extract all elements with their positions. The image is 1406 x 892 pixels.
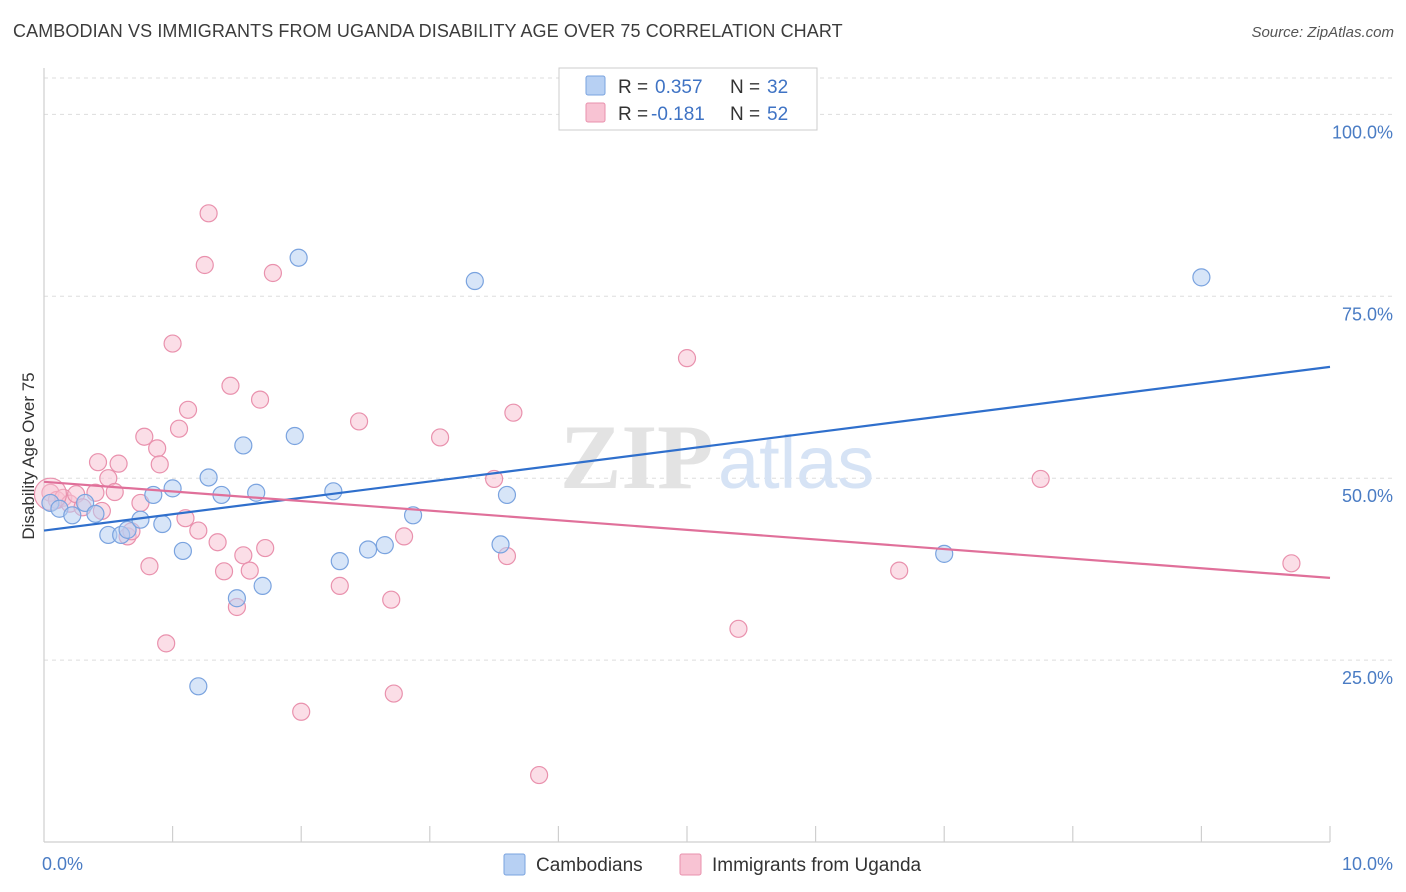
bottom-legend-swatch-pink	[679, 853, 702, 876]
y-axis-label: Disability Age Over 75	[19, 372, 38, 539]
cambodian-point	[118, 520, 137, 539]
cambodian-point	[289, 248, 308, 267]
uganda-point	[530, 765, 549, 785]
y-tick-label: 75.0%	[1342, 304, 1393, 324]
uganda-point	[1282, 554, 1301, 573]
uganda-point	[148, 439, 167, 458]
x-tick-label-min: 0.0%	[42, 854, 83, 874]
uganda-point	[1031, 469, 1050, 489]
y-tick-label: 100.0%	[1332, 122, 1393, 142]
cambodian-point	[403, 506, 423, 525]
uganda-point	[169, 419, 189, 438]
uganda-point	[890, 561, 909, 580]
legend-n-value-1: 32	[767, 77, 788, 98]
uganda-point	[234, 546, 253, 565]
cambodian-point	[497, 485, 517, 505]
cambodian-point	[234, 436, 253, 455]
legend-box: R = 0.357 N = 32 R = -0.181 N = 52	[558, 67, 818, 131]
cambodian-point	[199, 468, 218, 487]
legend-r-label-1: R =	[618, 77, 648, 98]
uganda-point	[157, 634, 176, 653]
cambodian-point	[285, 426, 304, 446]
x-tick-label-max: 10.0%	[1342, 854, 1393, 874]
legend-r-value-1: 0.357	[655, 77, 703, 98]
bottom-legend-swatch-blue	[503, 853, 526, 876]
uganda-point	[349, 412, 369, 431]
y-tick-label: 50.0%	[1342, 486, 1393, 506]
uganda-point	[394, 527, 414, 546]
uganda-point	[150, 455, 169, 474]
uganda-point	[214, 562, 234, 581]
uganda-point	[109, 454, 128, 473]
trend-line-uganda	[43, 480, 1331, 579]
uganda-point	[88, 453, 108, 472]
cambodian-point	[375, 536, 394, 555]
watermark-atlas: atlas	[718, 421, 874, 504]
cambodian-point	[189, 677, 208, 696]
uganda-point	[330, 576, 349, 595]
cambodian-point	[63, 506, 82, 525]
bottom-legend-label-uganda: Immigrants from Uganda	[712, 855, 922, 876]
cambodian-point	[253, 576, 272, 595]
cambodian-point	[1192, 268, 1211, 287]
legend-r-label-2: R =	[618, 104, 648, 125]
bottom-legend: Cambodians Immigrants from Uganda	[503, 853, 922, 876]
uganda-point	[178, 400, 198, 419]
cambodian-point	[324, 482, 343, 501]
uganda-point	[430, 428, 450, 447]
uganda-point	[729, 619, 748, 638]
trend-line-cambodians	[43, 365, 1331, 532]
uganda-point	[240, 561, 259, 580]
legend-n-label-2: N =	[730, 104, 760, 125]
uganda-point	[221, 376, 240, 395]
watermark-zip: ZIP	[560, 406, 713, 508]
legend-n-label-1: N =	[730, 77, 760, 98]
axes	[43, 68, 1331, 843]
uganda-point	[140, 557, 159, 576]
uganda-point	[189, 521, 208, 540]
chart-title: CAMBODIAN VS IMMIGRANTS FROM UGANDA DISA…	[13, 21, 843, 41]
y-tick-labels: 25.0% 50.0% 75.0% 100.0%	[1332, 122, 1393, 688]
cambodian-point	[491, 535, 510, 554]
uganda-point	[199, 204, 218, 223]
uganda-point	[292, 702, 311, 721]
chart-source: Source: ZipAtlas.com	[1251, 24, 1394, 41]
cambodian-point	[153, 514, 172, 534]
legend-swatch-blue	[585, 75, 606, 96]
uganda-point	[677, 349, 697, 368]
cambodian-point	[163, 479, 182, 498]
uganda-point	[135, 427, 154, 446]
legend-n-value-2: 52	[767, 104, 788, 125]
cambodian-point	[173, 541, 192, 561]
legend-swatch-pink	[585, 102, 606, 123]
uganda-point	[384, 684, 403, 703]
uganda-point	[382, 590, 401, 609]
cambodian-point	[358, 540, 378, 559]
bottom-legend-label-cambodians: Cambodians	[536, 855, 643, 876]
uganda-point	[256, 538, 275, 558]
legend-r-value-2: -0.181	[651, 104, 705, 125]
trend-lines	[43, 365, 1331, 579]
uganda-point	[504, 403, 523, 422]
y-tick-label: 25.0%	[1342, 668, 1393, 688]
uganda-point	[163, 334, 182, 353]
uganda-point	[208, 533, 227, 552]
cambodian-point	[86, 504, 105, 523]
cambodian-point	[330, 552, 349, 571]
uganda-point	[263, 263, 283, 283]
uganda-point	[250, 390, 270, 409]
uganda-point	[195, 255, 214, 275]
series-cambodians-points	[41, 248, 1211, 696]
cambodian-point	[227, 589, 246, 608]
cambodian-point	[465, 271, 484, 291]
